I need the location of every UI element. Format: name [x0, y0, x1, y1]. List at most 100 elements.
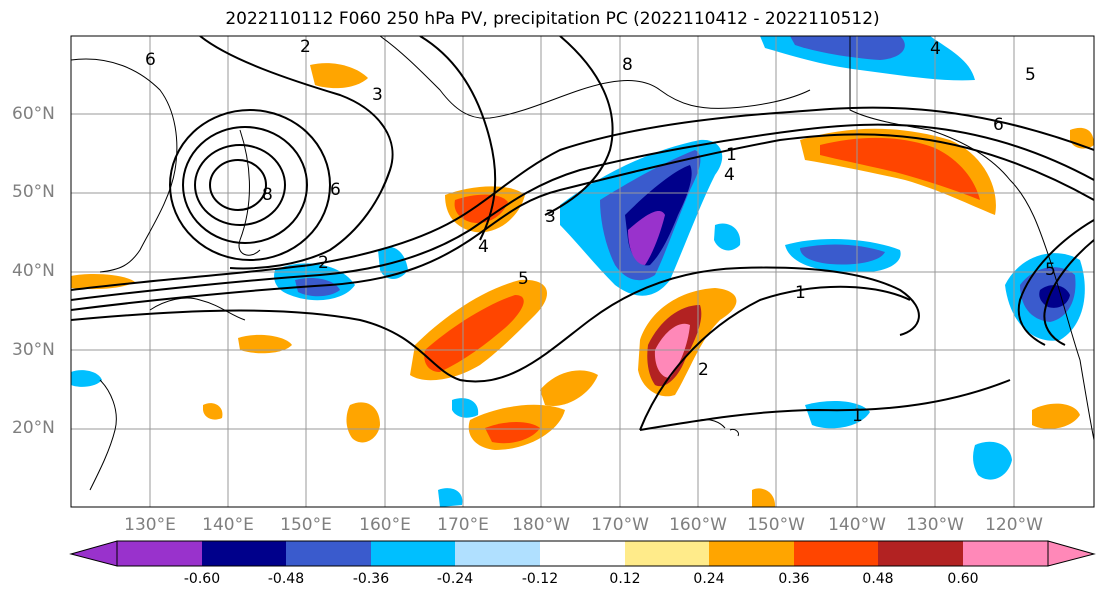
map-frame: [70, 35, 1095, 508]
precip-positive-nepac-core: [820, 137, 980, 200]
lat-label-20n: 20°N: [12, 418, 55, 438]
precip-positive-s4: [203, 403, 223, 420]
precip-positive-sw4: [238, 334, 292, 354]
pv-contour: [544, 36, 614, 216]
contour-labels: 1 1 1 2 3 4 5 6 8 2 3 4 5 6 8 2 4 5 6: [145, 37, 1056, 426]
colorbar-tick-label: -0.36: [352, 571, 390, 587]
contour-label: 8: [262, 185, 273, 205]
colorbar-tick-label: -0.24: [436, 571, 474, 587]
colorbar-extend-low: [69, 540, 118, 567]
colorbar-tick-label: 0.48: [862, 571, 894, 587]
precip-anomaly-shading: [71, 36, 1094, 507]
precip-positive-subtropical-max: [654, 323, 690, 378]
pv-contour: [199, 36, 394, 270]
contour-label: 1: [726, 145, 737, 165]
lat-label-50n: 50°N: [12, 182, 55, 202]
precip-positive-se: [1032, 403, 1080, 429]
contour-label: 6: [993, 115, 1004, 135]
lon-label: 140°E: [202, 515, 254, 535]
lon-label: 130°E: [124, 515, 176, 535]
contour-label: 3: [372, 85, 383, 105]
colorbar-segment: [286, 541, 371, 566]
pv-contour: [419, 36, 497, 241]
lat-label-60n: 60°N: [12, 104, 55, 124]
contour-label: 2: [698, 360, 709, 380]
contour-label: 5: [518, 269, 529, 289]
precip-positive-sw1-core: [485, 422, 540, 444]
precip-negative-mid-south: [805, 400, 870, 429]
colorbar-segment: [202, 541, 286, 566]
lon-label: 150°E: [280, 515, 332, 535]
contour-label: 3: [545, 207, 556, 227]
colorbar-segment: [878, 541, 963, 566]
lon-label: 150°W: [747, 515, 805, 535]
pv-contour: [71, 266, 920, 383]
pv-contour: [71, 123, 1094, 301]
precip-negative-north-core: [790, 36, 905, 60]
precip-positive-nw-core: [454, 194, 508, 224]
colorbar-extend-high: [1047, 540, 1096, 567]
contour-label: 6: [330, 180, 341, 200]
precip-positive-westpac-core: [424, 295, 524, 372]
precip-negative-central-core: [800, 244, 885, 265]
precip-positive-farwest: [310, 63, 368, 89]
lat-label-30n: 30°N: [12, 340, 55, 360]
precip-negative-far-w: [71, 370, 102, 387]
colorbar-segment: [794, 541, 878, 566]
colorbar-tick-label: 0.24: [693, 571, 725, 587]
lon-label: 120°W: [985, 515, 1043, 535]
pv-contour: [194, 144, 286, 226]
lon-label: 170°E: [437, 515, 489, 535]
colorbar-segment: [455, 541, 540, 566]
lon-label: 180°W: [512, 515, 570, 535]
colorbar-tick-label: 0.36: [778, 571, 810, 587]
colorbar-segment: [709, 541, 794, 566]
precip-negative-se: [973, 441, 1012, 480]
contour-label: 2: [300, 37, 311, 57]
colorbar-segment: [963, 541, 1048, 566]
lon-label: 160°W: [669, 515, 727, 535]
precip-positive-s3: [752, 488, 776, 507]
lat-label-40n: 40°N: [12, 261, 55, 281]
colorbar-frame: [116, 540, 1049, 567]
precip-negative-pacific-max: [628, 210, 665, 265]
contour-label: 1: [852, 406, 863, 426]
contour-label: 2: [318, 253, 329, 273]
precip-negative-s2: [438, 488, 463, 507]
colorbar-segment: [540, 541, 625, 566]
contour-label: 5: [1025, 65, 1036, 85]
contour-label: 8: [622, 55, 633, 75]
pv-contour: [71, 133, 1094, 311]
colorbar-tick-label: -0.60: [183, 571, 221, 587]
pv-contour: [639, 379, 1011, 431]
precip-positive-sw2: [540, 370, 598, 406]
colorbar-tick-label: 0.12: [609, 571, 641, 587]
precip-negative-s1: [452, 398, 479, 418]
contour-label: 6: [145, 50, 156, 70]
pv-contour: [1043, 239, 1094, 346]
pv-contour: [71, 106, 1094, 291]
lon-label: 140°W: [828, 515, 886, 535]
pv-contour: [1017, 219, 1094, 346]
colorbar: [69, 540, 1096, 567]
lon-label: 160°E: [359, 515, 411, 535]
pv-contour: [169, 109, 331, 261]
colorbar-segment: [117, 541, 202, 566]
precip-negative-smallw: [714, 223, 741, 251]
coastlines: [71, 36, 1094, 491]
pv-contour: [209, 159, 267, 211]
contour-label: 4: [478, 237, 489, 257]
pv-contour: [639, 285, 911, 431]
contour-label: 1: [795, 283, 806, 303]
pv-contours: [71, 36, 1094, 431]
contour-label: 5: [1045, 260, 1056, 280]
colorbar-tick-label: -0.12: [521, 571, 559, 587]
pv-contour: [182, 126, 308, 244]
contour-label: 4: [930, 39, 941, 59]
colorbar-tick-label: -0.48: [267, 571, 305, 587]
precip-positive-sw3: [346, 402, 380, 443]
lon-label: 130°W: [906, 515, 964, 535]
colorbar-segment: [625, 541, 709, 566]
colorbar-tick-label: 0.60: [947, 571, 979, 587]
